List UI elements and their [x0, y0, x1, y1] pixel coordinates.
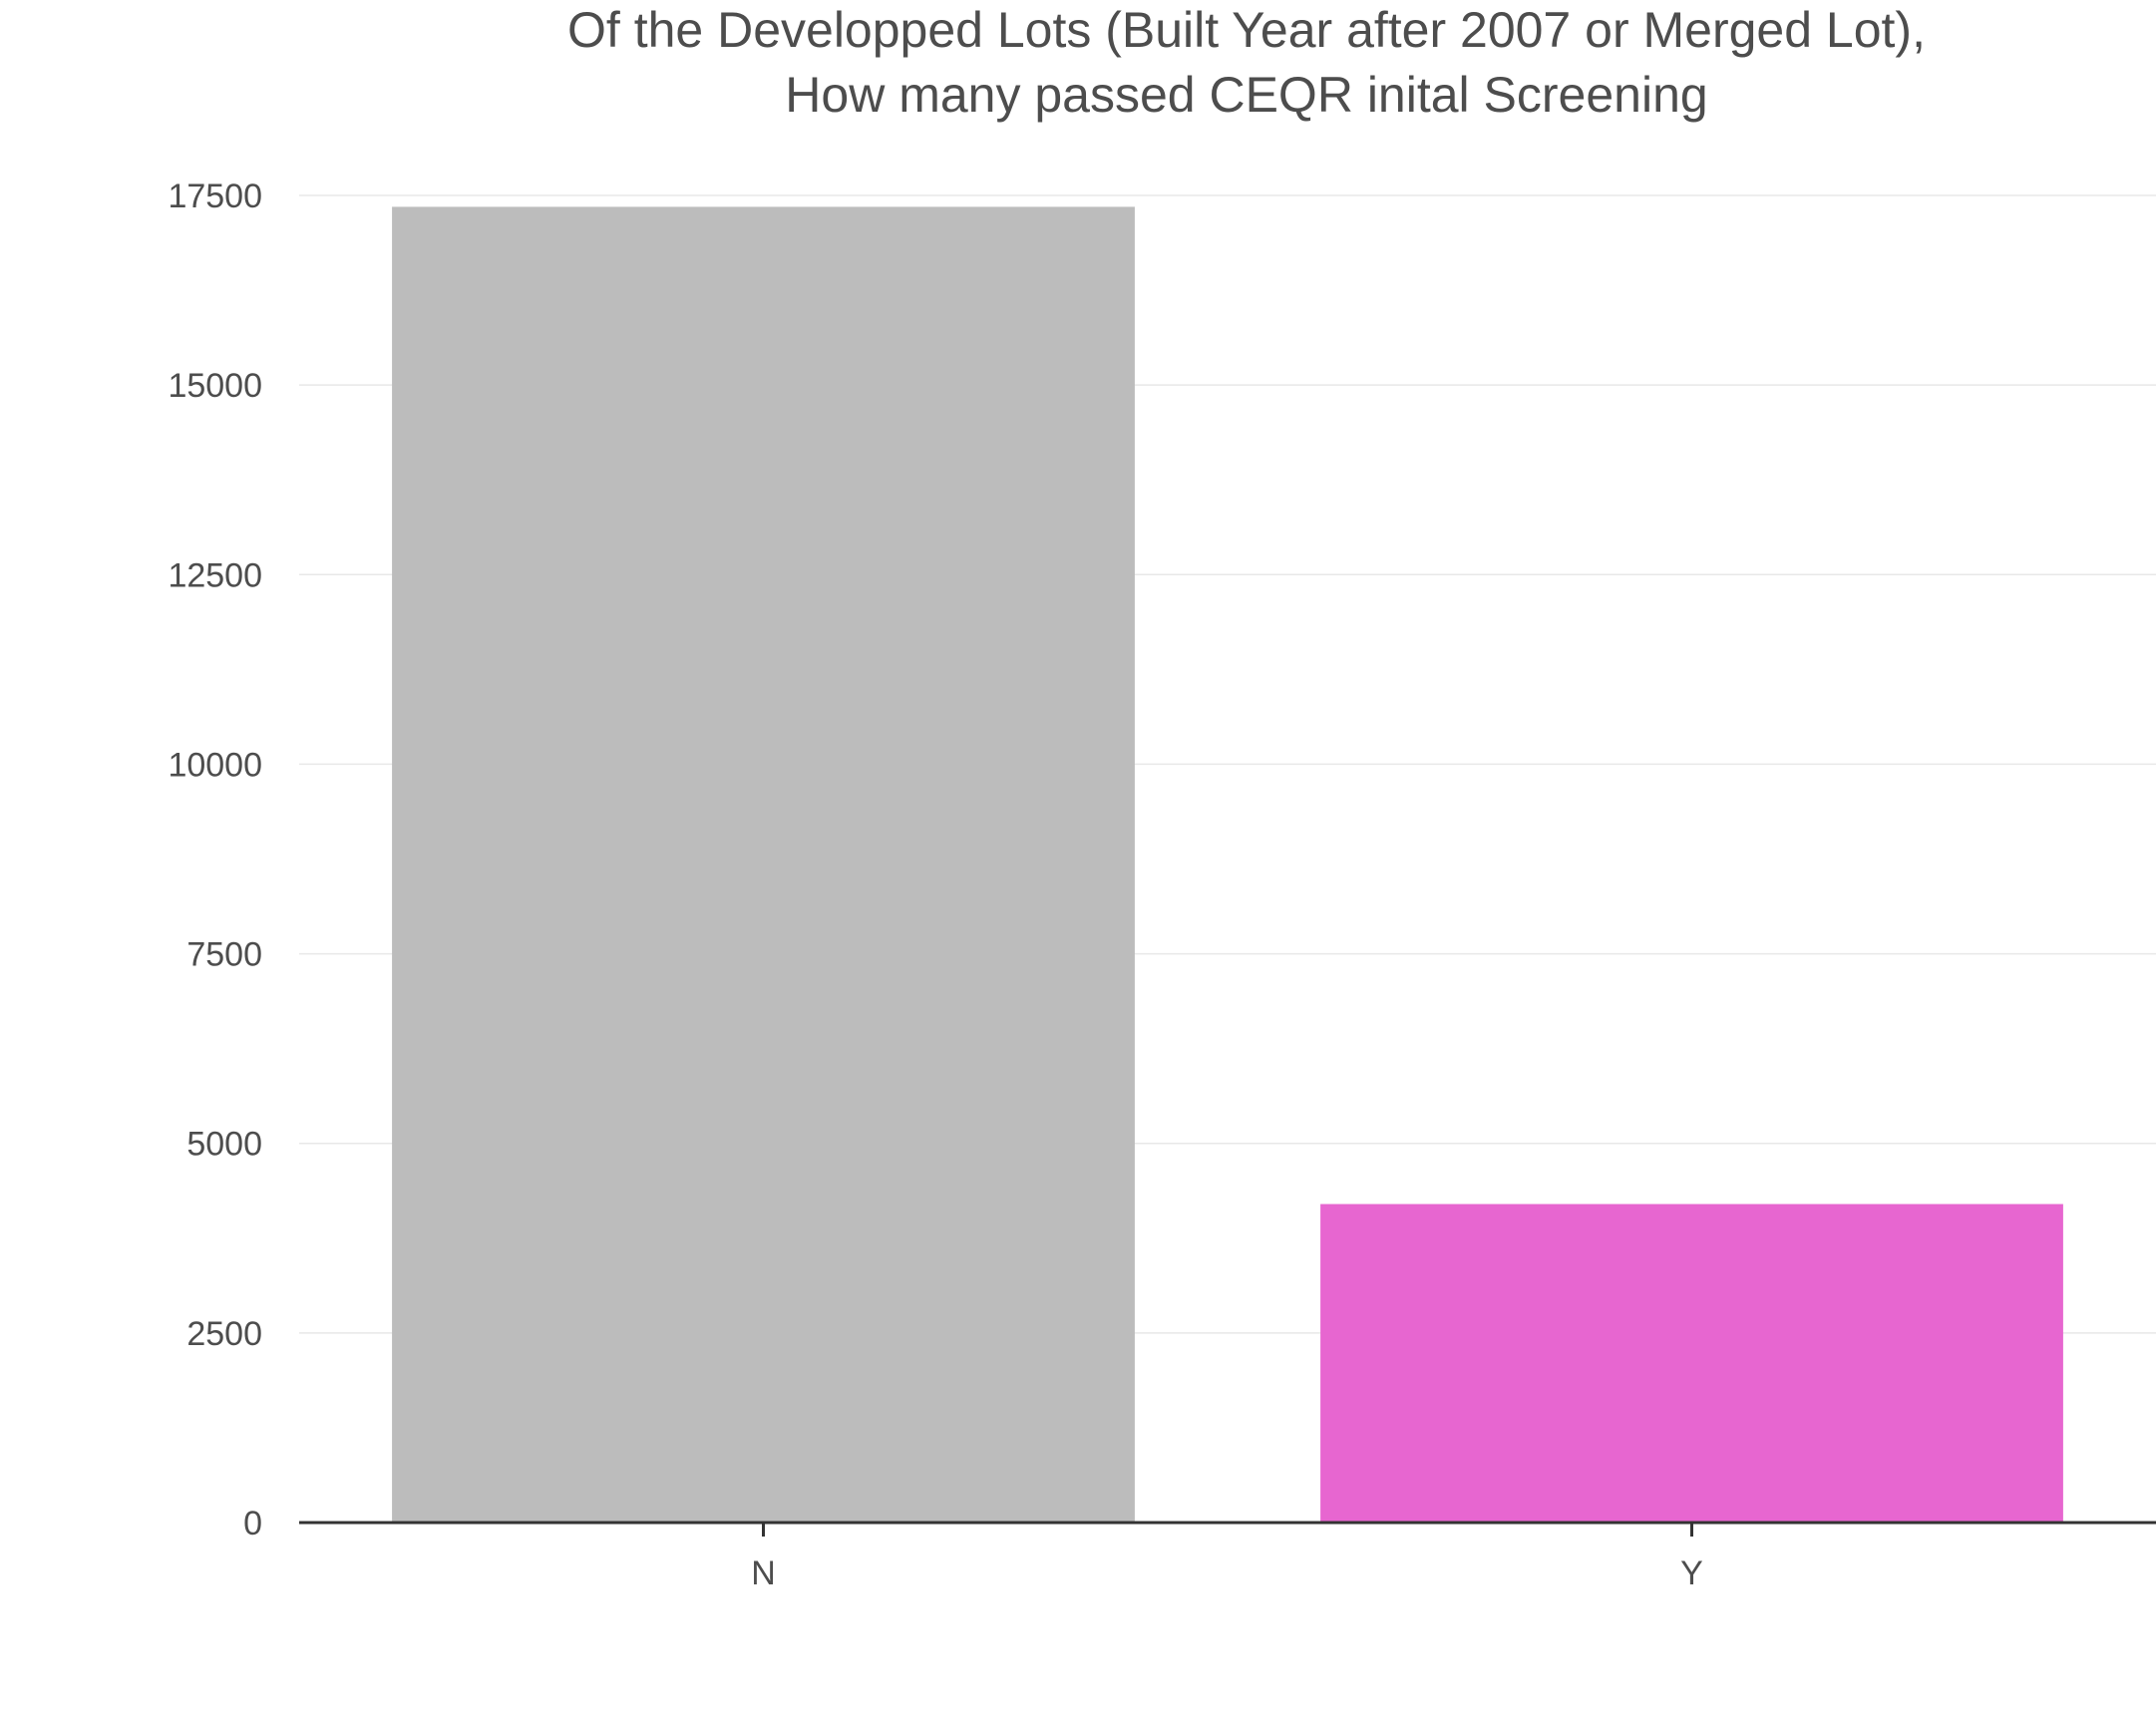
y-tick-label: 2500 — [186, 1315, 262, 1353]
y-tick-label: 0 — [243, 1505, 262, 1543]
y-tick-label: 12500 — [168, 556, 262, 594]
bar-y — [1320, 1203, 2063, 1523]
bar-n — [392, 206, 1135, 1523]
chart-title-line-1: Of the Developped Lots (Built Year after… — [567, 2, 1926, 58]
y-axis-tick-labels: 0 2500 5000 7500 10000 12500 15000 17500 — [168, 177, 262, 1543]
chart-title-line-2: How many passed CEQR inital Screening — [785, 67, 1707, 123]
bars — [392, 206, 2063, 1523]
y-tick-label: 5000 — [186, 1126, 262, 1164]
x-tick-label: N — [751, 1554, 776, 1592]
y-tick-label: 17500 — [168, 177, 262, 215]
y-tick-label: 15000 — [168, 367, 262, 405]
y-tick-label: 7500 — [186, 936, 262, 974]
y-tick-label: 10000 — [168, 746, 262, 784]
x-tick-label: Y — [1680, 1554, 1703, 1592]
chart-title: Of the Developped Lots (Built Year after… — [567, 2, 1926, 123]
